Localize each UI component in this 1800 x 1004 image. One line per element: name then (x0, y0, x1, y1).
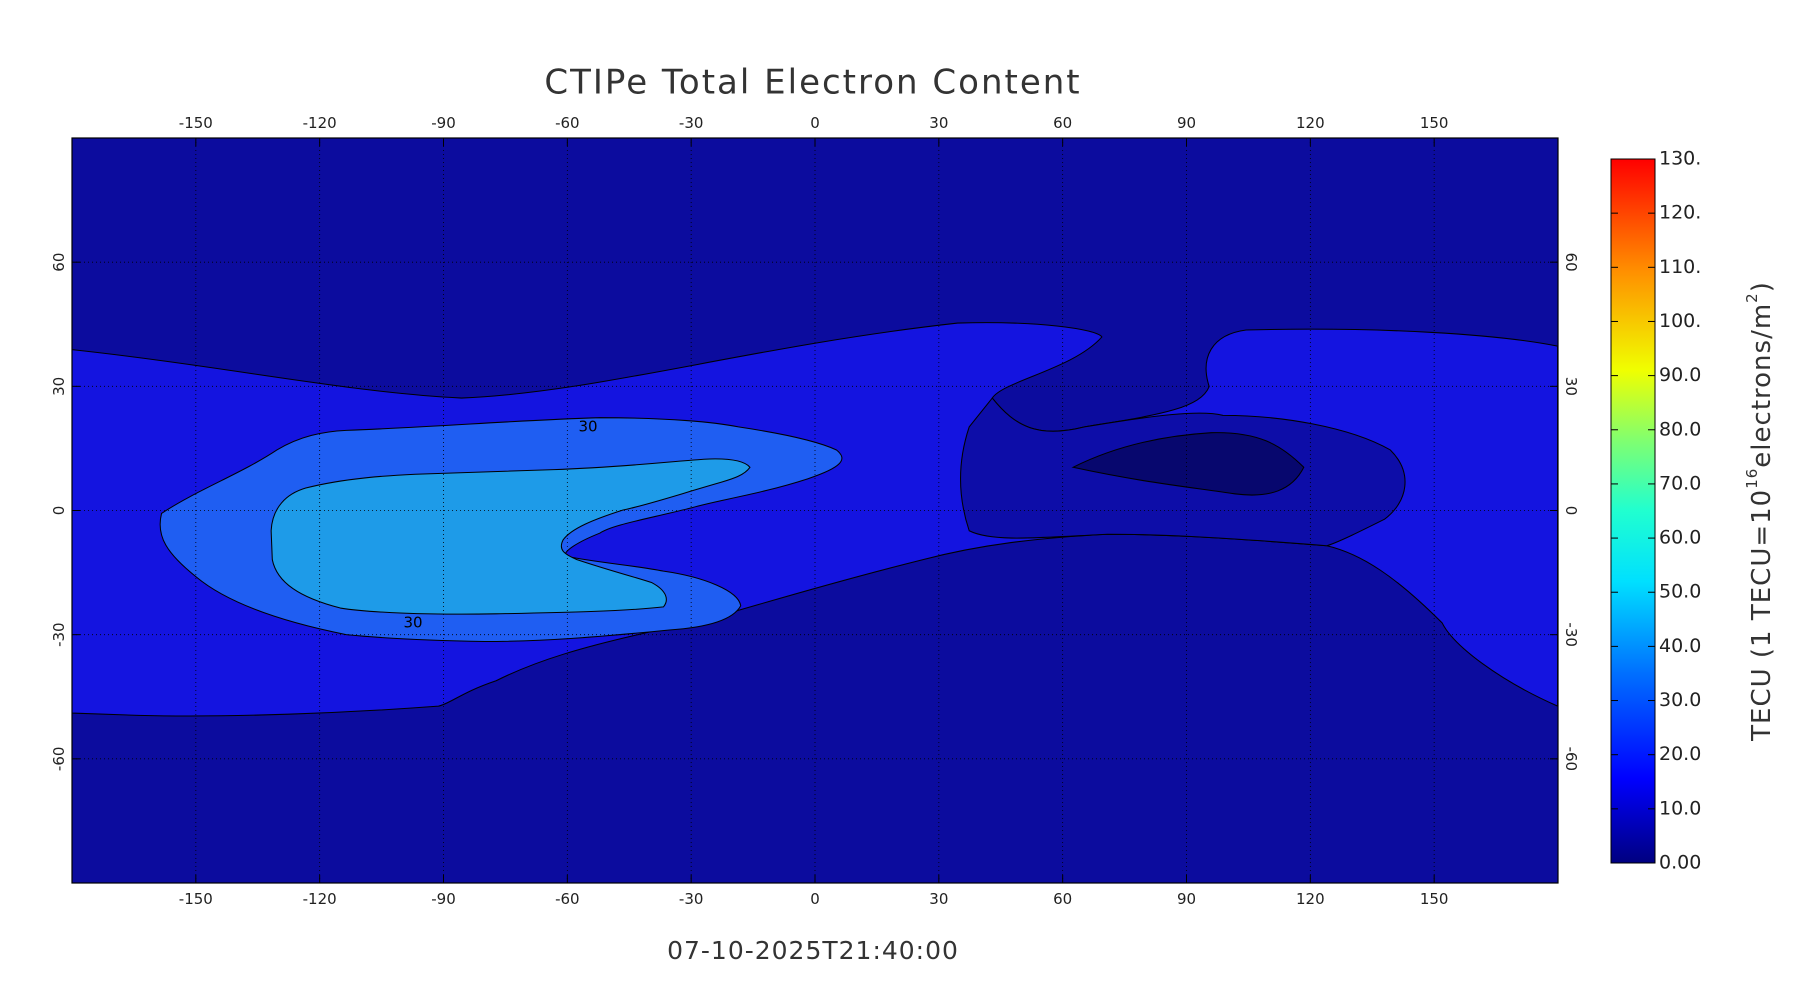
colorbar-tick-label: 120. (1659, 202, 1701, 224)
x-tick-label-top: -150 (179, 114, 213, 132)
x-tick-label-top: -60 (555, 114, 580, 132)
label-sup: 16 (1743, 468, 1761, 489)
y-tick-label-left: -30 (50, 622, 68, 647)
x-tick-label-bottom: 150 (1420, 890, 1449, 908)
y-tick-label-right: 0 (1562, 506, 1580, 516)
colorbar-tick-label: 130. (1659, 148, 1701, 170)
label-sup: 2 (1743, 292, 1761, 303)
colorbar-tick-label: 50.0 (1659, 581, 1701, 603)
colorbar-tick-label: 40.0 (1659, 635, 1701, 657)
x-tick-label-bottom: -120 (303, 890, 337, 908)
y-tick-label-left: 30 (50, 377, 68, 396)
grid (72, 138, 1558, 883)
y-tick-label-left: 0 (50, 506, 68, 516)
colorbar-tick-label: 20.0 (1659, 743, 1701, 765)
timestamp: 07-10-2025T21:40:00 (667, 936, 959, 965)
colorbar (1610, 158, 1656, 864)
colorbar-tick-label: 0.00 (1659, 852, 1701, 874)
y-tick-label-left: -60 (50, 747, 68, 772)
x-tick-label-top: -120 (303, 114, 337, 132)
contour-label: 30 (403, 614, 422, 632)
y-tick-label-right: 60 (1562, 253, 1580, 272)
label-part: electrons/m (1747, 303, 1777, 468)
colorbar-tick-label: 110. (1659, 256, 1701, 278)
level-min (1071, 432, 1305, 496)
colorbar-tick-label: 60.0 (1659, 527, 1701, 549)
y-tick-label-left: 60 (50, 253, 68, 272)
colorbar-tick-label: 70.0 (1659, 472, 1701, 494)
map-field (72, 138, 1558, 883)
x-tick-label-top: 30 (929, 114, 948, 132)
x-tick-label-bottom: 90 (1177, 890, 1196, 908)
x-tick-label-top: 60 (1053, 114, 1072, 132)
label-part: TECU (1 TECU=10 (1747, 489, 1777, 742)
x-tick-label-top: -90 (431, 114, 456, 132)
x-tick-label-bottom: -60 (555, 890, 580, 908)
y-tick-label-right: -60 (1562, 747, 1580, 772)
contour-label: 30 (578, 418, 597, 436)
colorbar-tick-label: 90.0 (1659, 364, 1701, 386)
colorbar-tick-label: 30.0 (1659, 689, 1701, 711)
x-tick-label-top: 150 (1420, 114, 1449, 132)
x-tick-label-bottom: 60 (1053, 890, 1072, 908)
x-tick-label-bottom: -150 (179, 890, 213, 908)
x-tick-label-bottom: 0 (810, 890, 820, 908)
x-tick-label-top: 120 (1296, 114, 1325, 132)
contours (72, 322, 1558, 717)
x-tick-label-top: -30 (679, 114, 704, 132)
colorbar-tick-label: 80.0 (1659, 418, 1701, 440)
colorbar-tick-label: 10.0 (1659, 797, 1701, 819)
x-tick-label-top: 0 (810, 114, 820, 132)
label-part: ) (1747, 281, 1777, 292)
level-30-40 (270, 458, 751, 615)
x-tick-label-bottom: -30 (679, 890, 704, 908)
y-tick-label-right: 30 (1562, 377, 1580, 396)
y-tick-label-right: -30 (1562, 622, 1580, 647)
x-tick-label-top: 90 (1177, 114, 1196, 132)
x-tick-label-bottom: -90 (431, 890, 456, 908)
title: CTIPe Total Electron Content (544, 63, 1081, 103)
colorbar-tick-label: 100. (1659, 310, 1701, 332)
colorbar-label: TECU (1 TECU=1016electrons/m2) (1743, 281, 1777, 742)
x-tick-label-bottom: 120 (1296, 890, 1325, 908)
x-tick-label-bottom: 30 (929, 890, 948, 908)
